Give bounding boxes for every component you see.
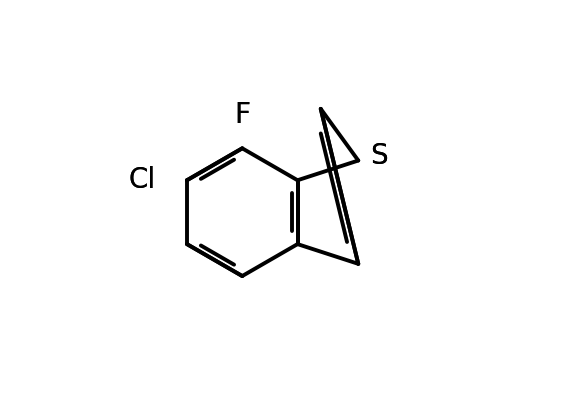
Text: Cl: Cl <box>128 166 155 194</box>
Bar <box>371 148 387 165</box>
Bar <box>127 172 156 189</box>
Text: S: S <box>370 143 388 171</box>
Text: F: F <box>234 101 250 129</box>
Bar <box>234 106 251 123</box>
Text: F: F <box>234 101 250 129</box>
Text: Cl: Cl <box>128 166 155 194</box>
Text: S: S <box>370 143 388 171</box>
